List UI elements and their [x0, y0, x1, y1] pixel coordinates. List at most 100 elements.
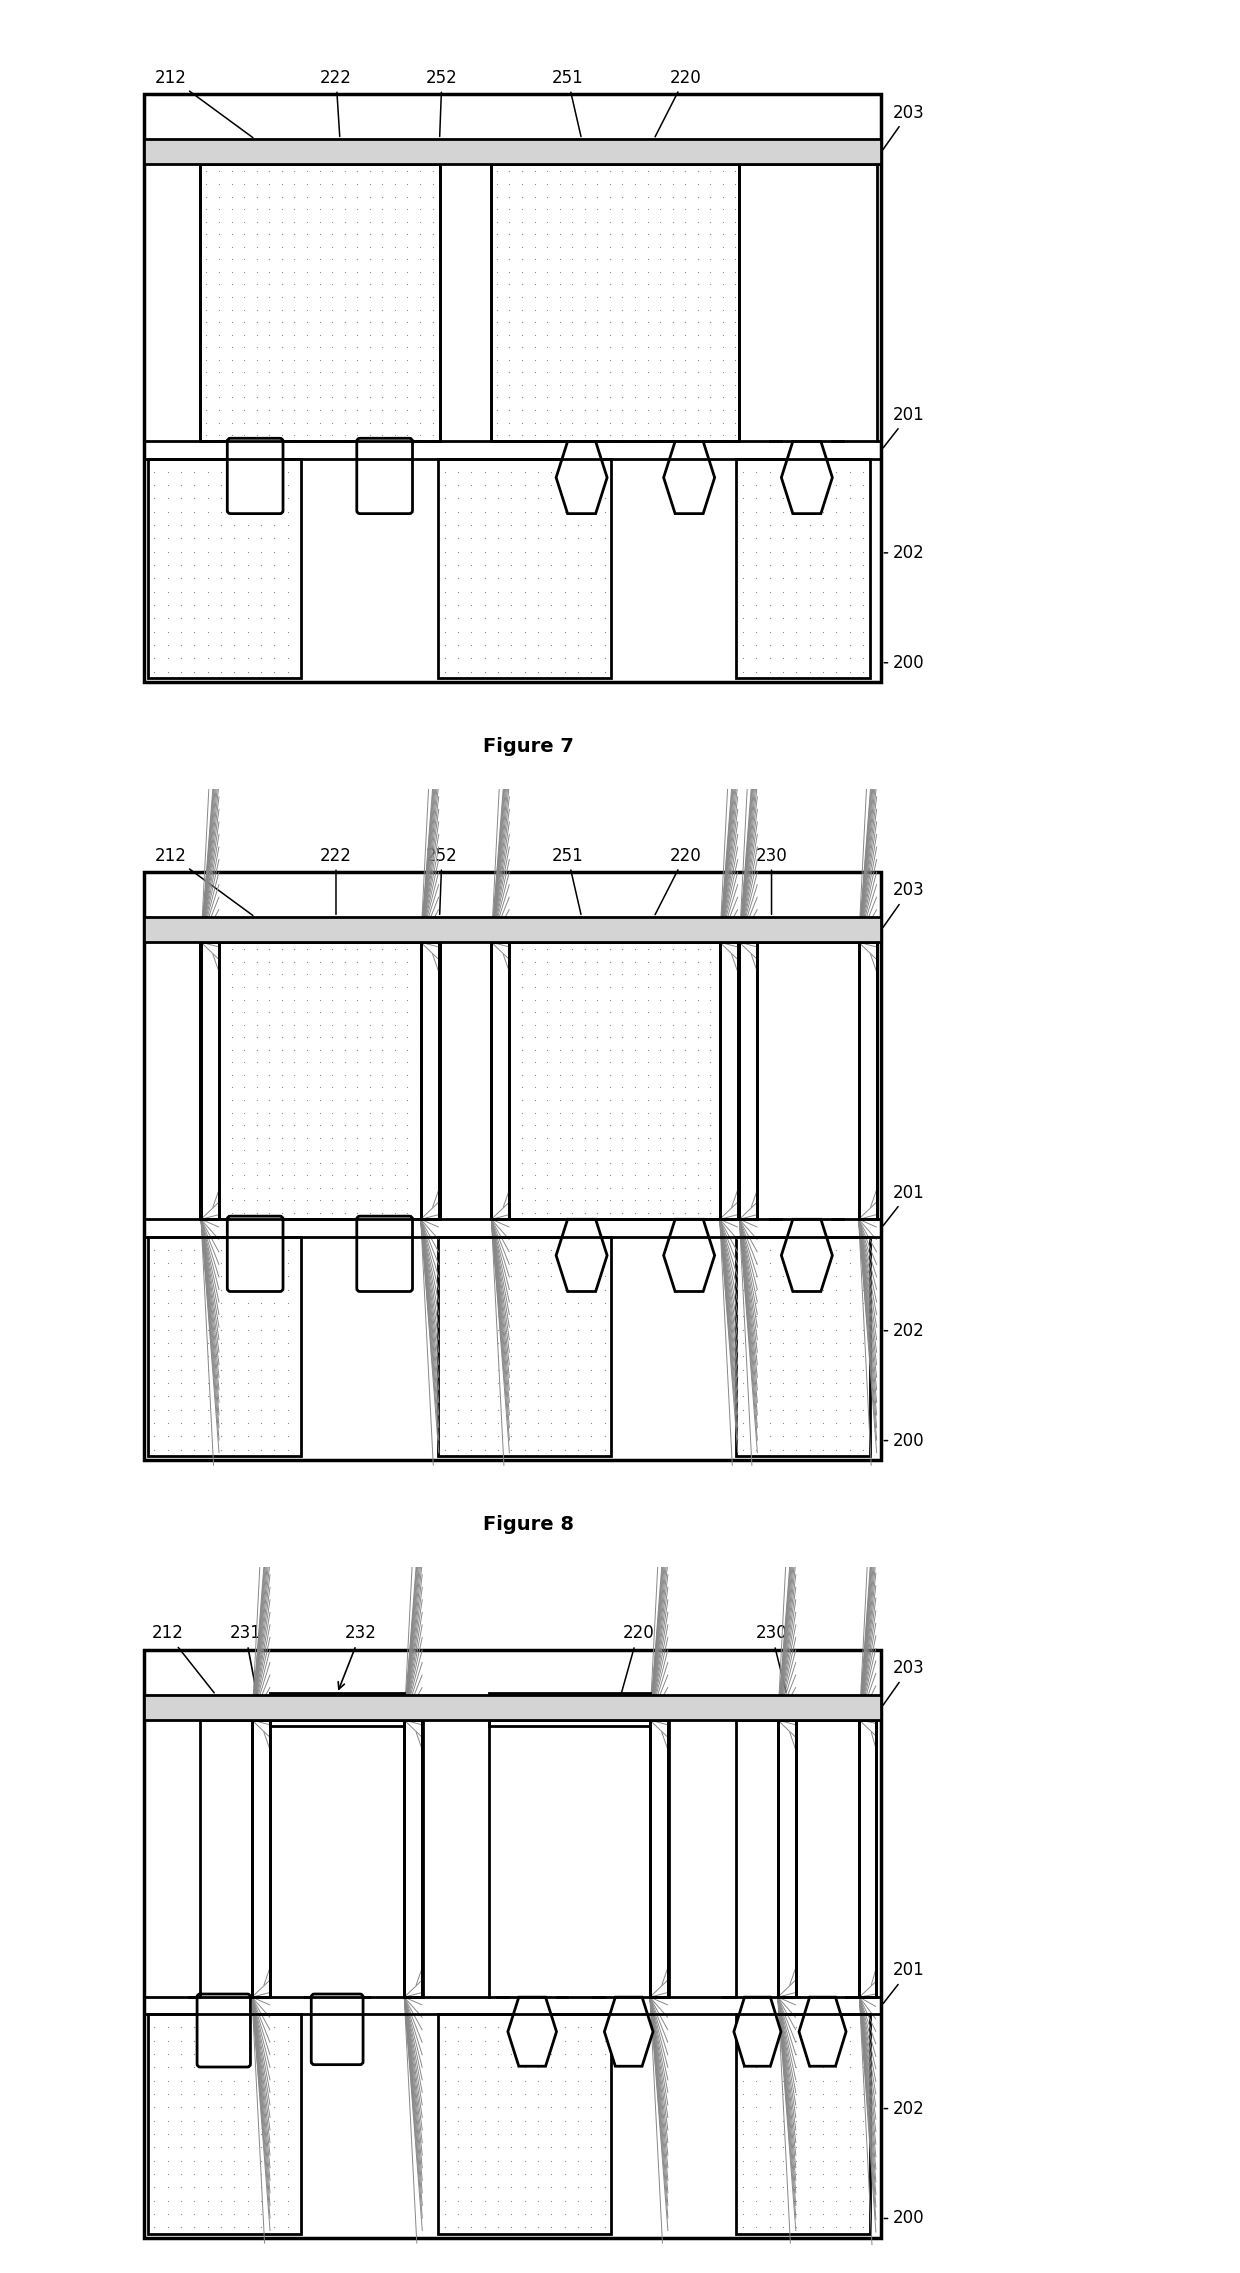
Point: [210, 982, 229, 1018]
Text: 222: 222: [320, 68, 352, 136]
Point: [500, 241, 520, 277]
Point: [549, 355, 569, 391]
Point: [322, 1057, 342, 1093]
Point: [410, 380, 430, 416]
Point: [786, 2196, 806, 2232]
Point: [501, 1418, 521, 1455]
Point: [549, 993, 569, 1030]
Point: [625, 280, 645, 316]
Point: [786, 2103, 806, 2139]
Point: [211, 1312, 231, 1348]
Point: [562, 177, 582, 214]
Point: [549, 280, 569, 316]
Point: [701, 1146, 720, 1182]
Point: [826, 1271, 846, 1307]
Point: [197, 1405, 217, 1441]
Point: [595, 614, 615, 650]
Point: [222, 177, 242, 214]
Point: [475, 2009, 495, 2046]
Point: [537, 1082, 557, 1118]
Point: [211, 627, 231, 664]
Point: [272, 1032, 291, 1068]
Point: [252, 1364, 272, 1400]
Point: [259, 957, 279, 993]
Point: [247, 191, 267, 227]
Point: [528, 2130, 548, 2166]
Point: [800, 480, 820, 516]
Point: [853, 1325, 873, 1362]
Point: [625, 957, 645, 993]
Point: [800, 2116, 820, 2153]
Point: [562, 291, 582, 327]
Point: [197, 2157, 217, 2193]
Point: [435, 2182, 455, 2218]
Point: [197, 1284, 217, 1321]
Point: [701, 1043, 720, 1080]
Point: [500, 355, 520, 391]
Point: [537, 1182, 557, 1218]
Point: [760, 1246, 780, 1282]
Point: [157, 2062, 177, 2098]
Point: [588, 330, 608, 366]
Point: [512, 982, 532, 1018]
Point: [839, 559, 859, 596]
Point: [197, 2009, 217, 2046]
Point: [197, 982, 217, 1018]
Point: [335, 1157, 355, 1193]
Point: [197, 2089, 217, 2125]
Point: [813, 548, 833, 584]
Point: [384, 266, 404, 302]
Point: [185, 1284, 205, 1321]
Point: [310, 305, 330, 341]
Point: [595, 1418, 615, 1455]
Point: [410, 152, 430, 189]
Point: [515, 2037, 534, 2073]
Point: [853, 1377, 873, 1414]
Point: [515, 507, 534, 543]
Point: [259, 366, 279, 402]
Point: [284, 1196, 304, 1232]
Point: [252, 1352, 272, 1389]
Point: [588, 968, 608, 1005]
Point: [637, 266, 657, 302]
Point: [786, 2075, 806, 2112]
Point: [542, 2023, 562, 2059]
Point: [247, 1121, 267, 1157]
Point: [562, 152, 582, 189]
Point: [335, 1093, 355, 1130]
Point: [800, 1432, 820, 1468]
Point: [773, 2050, 792, 2087]
Point: [568, 1377, 588, 1414]
Point: [786, 2130, 806, 2166]
Point: [537, 957, 557, 993]
Point: [347, 205, 367, 241]
Point: [575, 1043, 595, 1080]
Point: [542, 493, 562, 530]
Point: [384, 1107, 404, 1143]
Point: [489, 2075, 508, 2112]
Point: [512, 366, 532, 402]
Point: [549, 191, 569, 227]
Point: [238, 2157, 258, 2193]
Point: [637, 932, 657, 968]
Point: [501, 1352, 521, 1389]
Point: [575, 957, 595, 993]
Point: [272, 1121, 291, 1157]
Point: [662, 241, 682, 277]
Point: [264, 1312, 284, 1348]
Point: [435, 1377, 455, 1414]
Point: [701, 230, 720, 266]
Point: [144, 1298, 164, 1334]
Point: [625, 1107, 645, 1143]
Point: [224, 2089, 244, 2125]
Point: [613, 316, 632, 352]
Point: [461, 521, 481, 557]
Point: [676, 316, 696, 352]
Point: [501, 2196, 521, 2232]
Point: [347, 255, 367, 291]
Point: [224, 1284, 244, 1321]
Point: [322, 405, 342, 441]
Point: [372, 1007, 392, 1043]
Point: [688, 355, 708, 391]
Point: [650, 152, 670, 189]
